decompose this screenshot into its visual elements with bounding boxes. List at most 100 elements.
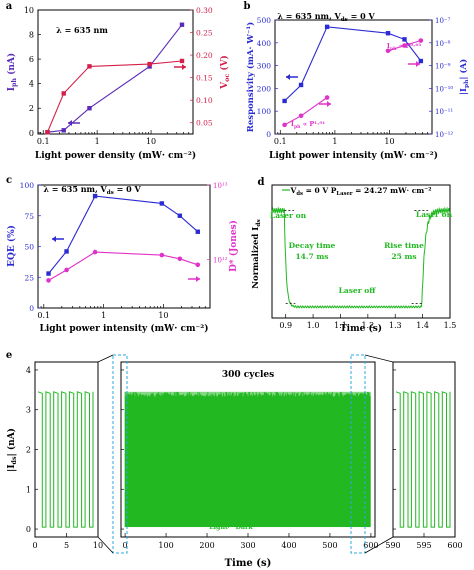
panel-d-x-tick-label: 1.3 bbox=[389, 321, 402, 330]
panel-a-series-line bbox=[47, 24, 183, 133]
panel-b-data-point bbox=[402, 43, 407, 48]
panel-a-y-right-tick-label: 0.15 bbox=[196, 74, 213, 83]
panel-a-data-point bbox=[179, 58, 185, 64]
panel-a-data-point bbox=[87, 64, 92, 69]
panel-e-x-label: Time (s) bbox=[225, 558, 272, 569]
panel-a-y-right-tick-label: 0.05 bbox=[196, 119, 213, 128]
panel-d-legend-part-3: Laser bbox=[336, 191, 352, 197]
panel-a-data-point bbox=[147, 64, 152, 69]
panel-b-y-left-tick-label: 100 bbox=[257, 107, 272, 116]
panel-c-series-line bbox=[48, 251, 198, 281]
panel-b-data-point bbox=[418, 58, 424, 64]
panel-b-y-right-tick-label: 10⁻¹¹ bbox=[435, 108, 453, 116]
panel-a-left-axis-arrow-head bbox=[68, 120, 72, 126]
panel-e-ratio-label-part-1: Light bbox=[209, 524, 228, 531]
panel-d-annotation-decay: Decay time bbox=[289, 241, 336, 250]
panel-a-y-left-label-part-1: ph bbox=[11, 78, 18, 87]
panel-a-x-tick-label: 0.1 bbox=[37, 137, 50, 146]
panel-e-frame-right-zoom bbox=[392, 361, 456, 538]
panel-a-annotation: λ = 635 nm bbox=[56, 25, 108, 35]
panel-b-annotation: λ = 635 nm, Vds = 0 V bbox=[277, 11, 375, 23]
panel-a-y-left-label-part-2: (nA) bbox=[6, 53, 17, 78]
panel-c-data-point bbox=[159, 252, 165, 258]
panel-a-x-label: Light power density (mW· cm⁻²) bbox=[35, 150, 196, 161]
panel-b-x-label: Light power intensity (mW· cm⁻²) bbox=[269, 150, 438, 161]
panel-a-frame bbox=[37, 9, 194, 135]
panel-c-y-right-tick-label: 10¹³ bbox=[213, 182, 228, 190]
panel-a-y-right-tick-label: 0.30 bbox=[196, 6, 213, 15]
panel-a-data-point bbox=[147, 61, 152, 67]
panel-c-y-left-tick-label: 100 bbox=[20, 181, 35, 190]
panel-a-y-left-tick-label: 0 bbox=[29, 129, 34, 138]
panel-e-ratio-label-part-4: = 10⁴ bbox=[253, 520, 283, 530]
panel-b-y-right-tick-label: 10⁻⁷ bbox=[435, 17, 451, 25]
panel-d-legend-part-4: = 24.27 mW· cm⁻² bbox=[353, 186, 432, 195]
panel-b-y-right-tick-label: 10⁻¹⁰ bbox=[435, 85, 453, 93]
panel-e-y-label-part-2: | (nA) bbox=[6, 428, 17, 456]
panel-b-y-right-tick-label: 10⁻¹² bbox=[435, 131, 453, 139]
panel-d-label: d bbox=[258, 177, 265, 188]
panel-b-fit-label-low-part-2: ∝ P¹·⁹¹ bbox=[300, 120, 325, 128]
panel-e-zoom-waveform-left-zoom bbox=[37, 391, 94, 528]
panel-a-y-left-tick-label: 10 bbox=[24, 6, 34, 15]
panel-b-data-point bbox=[418, 38, 424, 43]
panel-a-data-point bbox=[45, 129, 50, 135]
panel-e-ratio-label-part-2: /I bbox=[228, 520, 236, 530]
panel-c-x-tick-label: 0.1 bbox=[37, 311, 50, 320]
panel-e-zoom-connector bbox=[97, 536, 114, 554]
panel-e-label: e bbox=[6, 350, 12, 361]
panel-e-y-tick-label: 3 bbox=[26, 406, 31, 415]
panel-e-x-tick-label: 600 bbox=[363, 541, 378, 550]
panel-b-x-tick-label: 1 bbox=[332, 137, 337, 146]
panel-a-x-tick-label: 10 bbox=[146, 137, 156, 146]
panel-d-x-label: Time (s) bbox=[340, 323, 382, 334]
panel-c-y-right-label: D* (Jones) bbox=[228, 220, 239, 272]
panel-a-y-right-label-part-2: (V) bbox=[219, 55, 230, 74]
panel-b-y-right-tick-label: 10⁻⁹ bbox=[435, 63, 451, 71]
panel-c-label: c bbox=[6, 175, 12, 186]
panel-a-y-left-label-part-0: I bbox=[7, 87, 17, 91]
panel-a-y-right-tick-label: 0.25 bbox=[196, 29, 213, 38]
panel-b-annotation-part-0: λ = 635 nm, V bbox=[277, 11, 341, 21]
panel-c-y-right-tick-label: 10¹² bbox=[213, 257, 228, 265]
panel-b-right-axis-arrow-low-head bbox=[327, 101, 331, 107]
panel-c-annotation-part-1: ds bbox=[107, 190, 114, 196]
panel-a-y-right-label-part-1: oc bbox=[224, 74, 231, 82]
panel-b-y-right-label: |Iph| (A) bbox=[458, 59, 470, 95]
panel-d-annotation-laser-on-1: Laser on bbox=[270, 211, 307, 220]
panel-b-right-axis-arrow-high-head bbox=[416, 61, 420, 67]
panel-e-frame-left-zoom bbox=[34, 361, 99, 538]
panel-e-zoom-marker-right bbox=[350, 354, 366, 554]
panel-a-y-right-tick-label: 0.20 bbox=[196, 51, 213, 60]
panel-d-annotation-decay-value: 14.7 ms bbox=[295, 252, 328, 261]
panel-b-y-right-label-part-2: | (A) bbox=[458, 59, 469, 80]
panel-d-annotation-rise-value: 25 ms bbox=[391, 252, 416, 261]
panel-b-fit-label-low-part-1: ph bbox=[294, 124, 301, 130]
panel-c-frame bbox=[37, 184, 211, 309]
panel-e-y-tick-label: 0 bbox=[26, 525, 31, 534]
panel-b-data-point bbox=[385, 31, 391, 36]
panel-d-y-label-part-0: Normalized I bbox=[251, 227, 261, 289]
panel-b-fit-label-high-part-0: I bbox=[387, 42, 390, 50]
panel-d-y-label: Normalized Ids bbox=[251, 219, 262, 289]
panel-b-y-right-label-part-0: |I bbox=[459, 88, 469, 95]
panel-c-y-left-tick-label: 75 bbox=[24, 212, 34, 221]
panel-e-x-tick-label: 5 bbox=[64, 541, 69, 550]
panel-d-x-tick-label: 1.2 bbox=[361, 321, 374, 330]
panel-c-x-tick-label: 1 bbox=[101, 311, 106, 320]
panel-e-ratio-label-part-3: Dark bbox=[235, 524, 253, 531]
panel-a-right-axis-arrow-head bbox=[182, 64, 186, 70]
panel-a-data-point bbox=[87, 106, 92, 111]
panel-e-ratio-label: ILight/IDark = 10⁴ bbox=[205, 520, 283, 531]
panel-e-x-tick-label: 595 bbox=[416, 541, 431, 550]
panel-c-y-left-tick-label: 25 bbox=[24, 273, 34, 282]
panel-c-right-axis-arrow-head bbox=[196, 276, 200, 282]
panel-b-annotation-part-2: = 0 V bbox=[348, 11, 376, 21]
panel-d-annotation-laser-on-2: Laser on bbox=[416, 210, 453, 219]
panel-c-data-point bbox=[195, 262, 201, 268]
panel-c-x-label: Light power intensity (mW· cm⁻²) bbox=[39, 323, 208, 334]
panel-b-annotation-part-1: ds bbox=[341, 17, 348, 23]
panel-d-legend: Vds = 0 V PLaser = 24.27 mW· cm⁻² bbox=[290, 186, 432, 197]
panel-e-x-tick-label: 400 bbox=[281, 541, 296, 550]
